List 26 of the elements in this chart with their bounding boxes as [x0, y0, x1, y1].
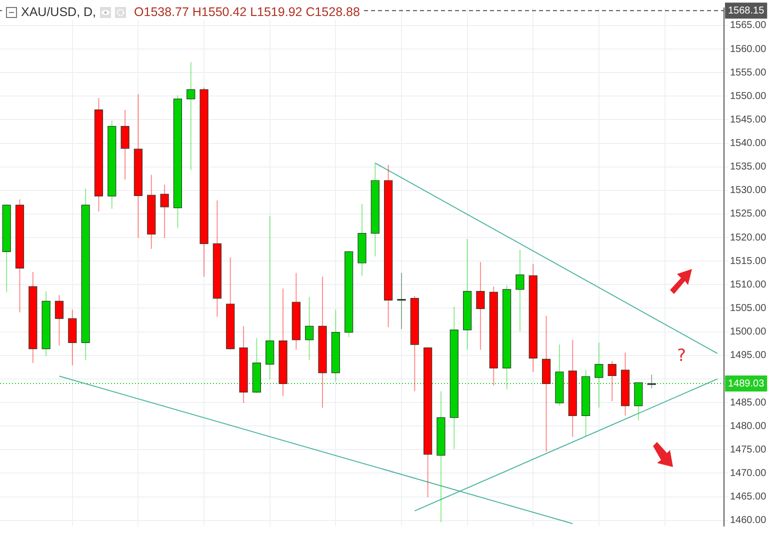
ref-line-label: 1489.03: [728, 378, 765, 390]
y-tick-label: 1530.00: [730, 185, 767, 196]
y-tick-label: 1480.00: [730, 420, 767, 432]
y-tick-label: 1555.00: [730, 67, 767, 78]
y-tick-label: 1565.00: [730, 20, 767, 32]
y-tick-label: 1520.00: [730, 232, 767, 244]
y-tick-label: 1515.00: [730, 256, 767, 267]
y-tick-label: 1525.00: [730, 208, 767, 220]
chart-title: XAU/USD, D,: [21, 5, 96, 19]
y-tick-label: 1540.00: [730, 138, 767, 150]
y-tick-label: 1475.00: [730, 444, 767, 456]
y-tick-label: 1560.00: [730, 44, 767, 55]
annotation: ?: [677, 346, 686, 366]
y-tick-label: 1460.00: [730, 515, 767, 526]
y-tick-label: 1505.00: [730, 302, 767, 314]
y-tick-label: 1510.00: [730, 279, 767, 290]
annotation: O1538.77 H1550.42 L1519.92 C1528.88: [134, 5, 360, 19]
y-tick-label: 1545.00: [730, 114, 767, 126]
y-tick-label: 1470.00: [730, 468, 767, 479]
y-tick-label: 1465.00: [730, 492, 767, 503]
ref-line-label: 1568.15: [728, 5, 765, 16]
y-tick-label: 1495.00: [730, 350, 767, 362]
y-tick-label: 1550.00: [730, 90, 767, 102]
y-tick-label: 1500.00: [730, 326, 767, 338]
y-tick-label: 1485.00: [730, 397, 767, 408]
y-tick-label: 1535.00: [730, 162, 767, 173]
